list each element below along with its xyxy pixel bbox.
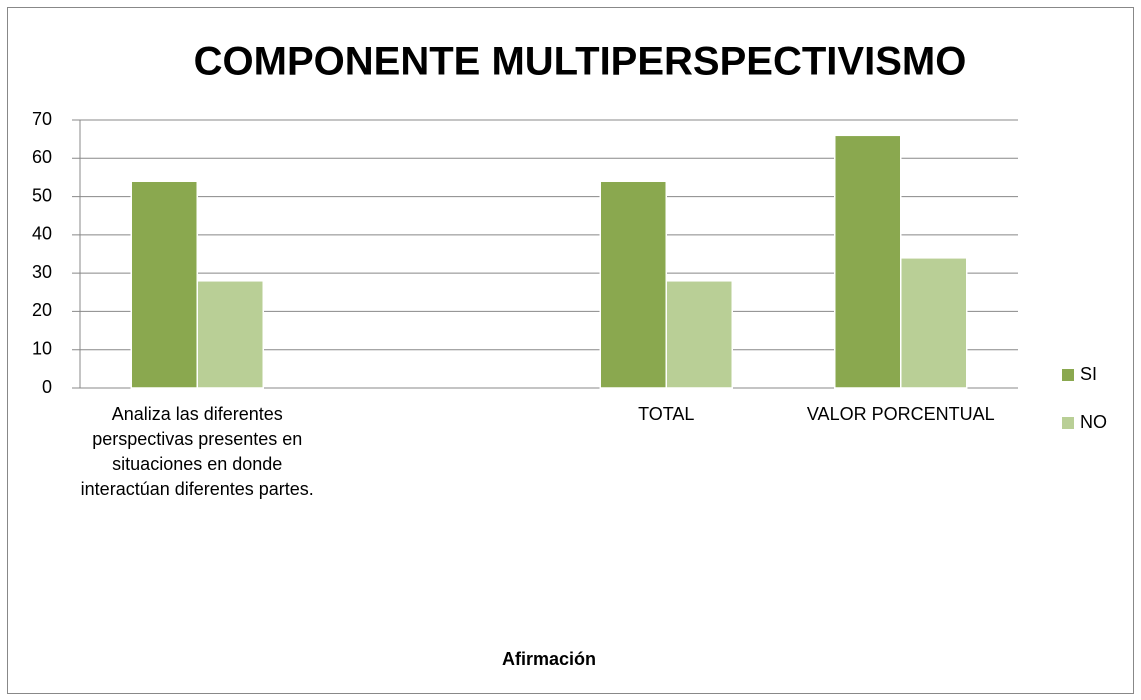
x-tick-label-box: Analiza las diferentes perspectivas pres… bbox=[80, 404, 314, 499]
x-tick-label: TOTAL bbox=[638, 404, 695, 424]
x-tick-label: VALOR PORCENTUAL bbox=[806, 404, 995, 424]
bar bbox=[900, 257, 968, 389]
y-tick-label: 50 bbox=[32, 185, 52, 205]
bar bbox=[196, 280, 264, 389]
bar bbox=[834, 134, 902, 389]
y-tick-label: 60 bbox=[32, 147, 52, 167]
y-tick-label: 70 bbox=[32, 109, 52, 129]
bar bbox=[130, 180, 198, 389]
y-tick-label: 40 bbox=[32, 224, 52, 244]
legend-label: SI bbox=[1080, 364, 1097, 384]
bar bbox=[665, 280, 733, 389]
x-tick-label-box: TOTAL bbox=[638, 404, 695, 424]
legend-label: NO bbox=[1080, 412, 1107, 432]
y-tick-label: 0 bbox=[42, 377, 52, 397]
x-axis-title: Afirmación bbox=[502, 649, 596, 669]
y-tick-label: 10 bbox=[32, 338, 52, 358]
legend-swatch bbox=[1062, 417, 1074, 429]
x-tick-label-box: VALOR PORCENTUAL bbox=[806, 404, 995, 424]
y-tick-label: 30 bbox=[32, 262, 52, 282]
legend-swatch bbox=[1062, 369, 1074, 381]
x-tick-label: Analiza las diferentes perspectivas pres… bbox=[80, 404, 314, 499]
y-tick-label: 20 bbox=[32, 300, 52, 320]
bar bbox=[599, 180, 667, 389]
chart-title: COMPONENTE MULTIPERSPECTIVISMO bbox=[194, 40, 967, 84]
